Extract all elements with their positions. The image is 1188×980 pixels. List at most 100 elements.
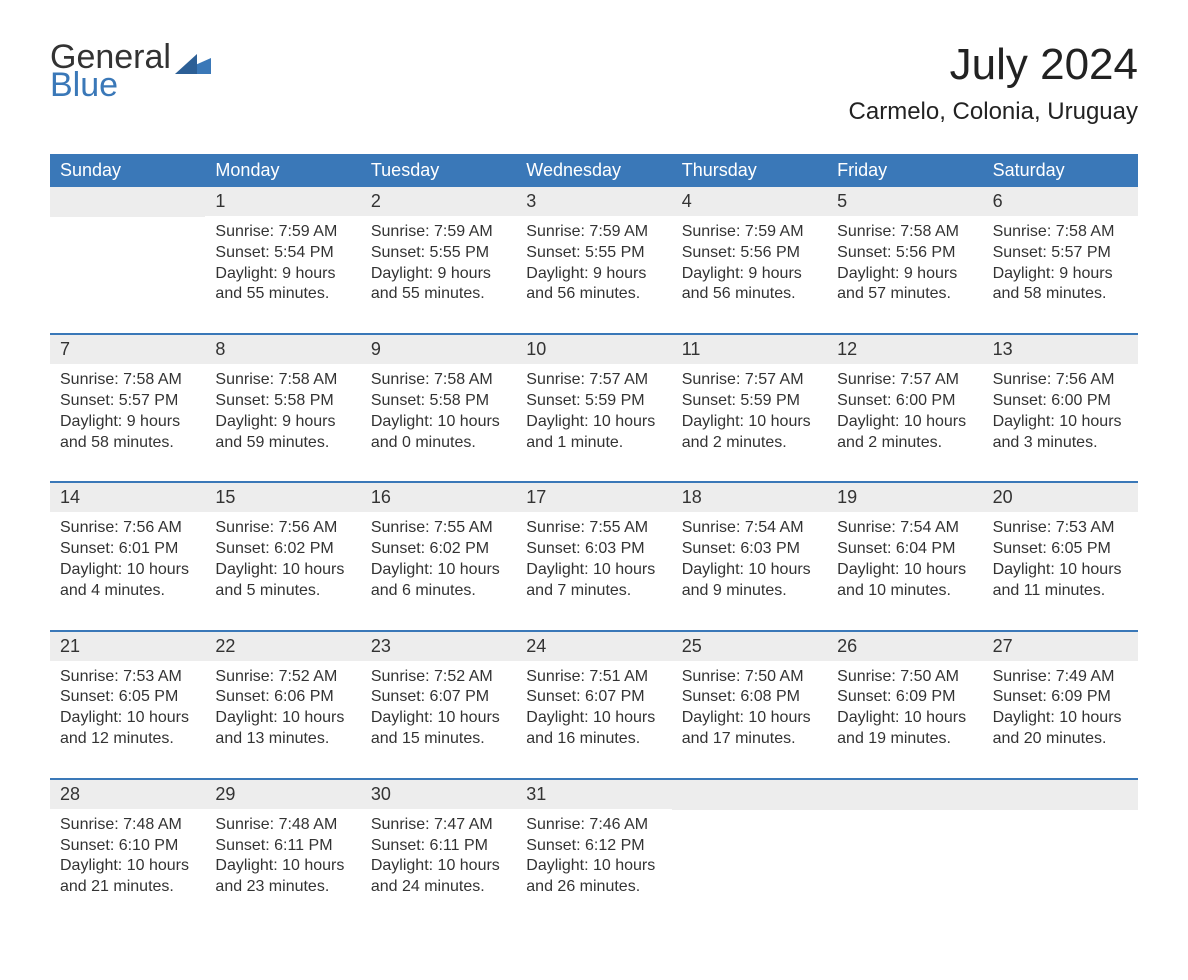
day-cell: 29Sunrise: 7:48 AMSunset: 6:11 PMDayligh… [205,780,360,898]
sunrise-text: Sunrise: 7:58 AM [215,370,350,391]
sunset-text: Sunset: 6:02 PM [371,539,506,560]
day-number: 4 [672,187,827,216]
daylight-text-2: and 55 minutes. [215,284,350,305]
sunset-text: Sunset: 6:07 PM [526,687,661,708]
day-number: 31 [516,780,671,809]
day-body: Sunrise: 7:50 AMSunset: 6:08 PMDaylight:… [682,661,817,750]
day-body: Sunrise: 7:59 AMSunset: 5:55 PMDaylight:… [526,216,661,305]
daylight-text-1: Daylight: 10 hours [371,856,506,877]
sunset-text: Sunset: 5:57 PM [993,243,1128,264]
day-number: 8 [205,335,360,364]
sunrise-text: Sunrise: 7:47 AM [371,815,506,836]
sunrise-text: Sunrise: 7:50 AM [837,667,972,688]
day-number: 27 [983,632,1138,661]
day-cell: 3Sunrise: 7:59 AMSunset: 5:55 PMDaylight… [516,187,671,305]
day-body: Sunrise: 7:50 AMSunset: 6:09 PMDaylight:… [837,661,972,750]
day-cell: 10Sunrise: 7:57 AMSunset: 5:59 PMDayligh… [516,335,671,453]
daylight-text-1: Daylight: 10 hours [993,708,1128,729]
daylight-text-2: and 2 minutes. [682,433,817,454]
page-title: July 2024 [849,40,1138,90]
day-cell: 7Sunrise: 7:58 AMSunset: 5:57 PMDaylight… [50,335,205,453]
sunset-text: Sunset: 5:57 PM [60,391,195,412]
daylight-text-1: Daylight: 9 hours [837,264,972,285]
daylight-text-2: and 59 minutes. [215,433,350,454]
day-cell: 8Sunrise: 7:58 AMSunset: 5:58 PMDaylight… [205,335,360,453]
sunrise-text: Sunrise: 7:46 AM [526,815,661,836]
week-row: 1Sunrise: 7:59 AMSunset: 5:54 PMDaylight… [50,187,1138,327]
sunrise-text: Sunrise: 7:57 AM [837,370,972,391]
day-body: Sunrise: 7:53 AMSunset: 6:05 PMDaylight:… [60,661,195,750]
calendar: SundayMondayTuesdayWednesdayThursdayFrid… [50,154,1138,920]
sunset-text: Sunset: 6:05 PM [993,539,1128,560]
sunrise-text: Sunrise: 7:58 AM [60,370,195,391]
day-body: Sunrise: 7:56 AMSunset: 6:02 PMDaylight:… [215,512,350,601]
daylight-text-1: Daylight: 9 hours [215,412,350,433]
sunset-text: Sunset: 6:10 PM [60,836,195,857]
day-cell: 27Sunrise: 7:49 AMSunset: 6:09 PMDayligh… [983,632,1138,750]
day-number: 14 [50,483,205,512]
day-cell: 13Sunrise: 7:56 AMSunset: 6:00 PMDayligh… [983,335,1138,453]
day-cell: 16Sunrise: 7:55 AMSunset: 6:02 PMDayligh… [361,483,516,601]
sunrise-text: Sunrise: 7:52 AM [215,667,350,688]
day-cell: 22Sunrise: 7:52 AMSunset: 6:06 PMDayligh… [205,632,360,750]
daylight-text-2: and 19 minutes. [837,729,972,750]
weekday-header-wednesday: Wednesday [516,160,671,181]
day-number: 29 [205,780,360,809]
day-cell: 23Sunrise: 7:52 AMSunset: 6:07 PMDayligh… [361,632,516,750]
title-block: July 2024 Carmelo, Colonia, Uruguay [849,40,1138,126]
daylight-text-2: and 7 minutes. [526,581,661,602]
sunrise-text: Sunrise: 7:58 AM [993,222,1128,243]
sunset-text: Sunset: 5:59 PM [526,391,661,412]
sunrise-text: Sunrise: 7:50 AM [682,667,817,688]
daylight-text-1: Daylight: 10 hours [60,856,195,877]
logo: General Blue [50,40,211,102]
sunrise-text: Sunrise: 7:54 AM [837,518,972,539]
day-cell-blank [827,780,982,898]
daylight-text-2: and 12 minutes. [60,729,195,750]
header: General Blue July 2024 Carmelo, Colonia,… [50,40,1138,126]
daylight-text-2: and 56 minutes. [526,284,661,305]
day-number: 15 [205,483,360,512]
daylight-text-1: Daylight: 10 hours [993,560,1128,581]
weeks-container: 1Sunrise: 7:59 AMSunset: 5:54 PMDaylight… [50,187,1138,920]
page-subtitle: Carmelo, Colonia, Uruguay [849,98,1138,126]
day-body: Sunrise: 7:58 AMSunset: 5:57 PMDaylight:… [993,216,1128,305]
sunrise-text: Sunrise: 7:49 AM [993,667,1128,688]
daylight-text-2: and 58 minutes. [993,284,1128,305]
day-cell: 9Sunrise: 7:58 AMSunset: 5:58 PMDaylight… [361,335,516,453]
sunset-text: Sunset: 6:12 PM [526,836,661,857]
sunrise-text: Sunrise: 7:59 AM [682,222,817,243]
day-cell: 4Sunrise: 7:59 AMSunset: 5:56 PMDaylight… [672,187,827,305]
daylight-text-1: Daylight: 10 hours [526,856,661,877]
sunrise-text: Sunrise: 7:52 AM [371,667,506,688]
daylight-text-2: and 10 minutes. [837,581,972,602]
day-body: Sunrise: 7:48 AMSunset: 6:11 PMDaylight:… [215,809,350,898]
logo-mark-icon [175,50,211,74]
sunrise-text: Sunrise: 7:57 AM [682,370,817,391]
sunset-text: Sunset: 6:00 PM [837,391,972,412]
day-body: Sunrise: 7:55 AMSunset: 6:02 PMDaylight:… [371,512,506,601]
sunrise-text: Sunrise: 7:48 AM [215,815,350,836]
sunrise-text: Sunrise: 7:56 AM [993,370,1128,391]
day-body: Sunrise: 7:58 AMSunset: 5:56 PMDaylight:… [837,216,972,305]
daylight-text-1: Daylight: 10 hours [215,856,350,877]
day-body: Sunrise: 7:57 AMSunset: 5:59 PMDaylight:… [682,364,817,453]
day-body: Sunrise: 7:46 AMSunset: 6:12 PMDaylight:… [526,809,661,898]
day-body: Sunrise: 7:53 AMSunset: 6:05 PMDaylight:… [993,512,1128,601]
sunset-text: Sunset: 5:54 PM [215,243,350,264]
daylight-text-1: Daylight: 10 hours [371,708,506,729]
day-number: 20 [983,483,1138,512]
daylight-text-1: Daylight: 10 hours [837,560,972,581]
daylight-text-2: and 2 minutes. [837,433,972,454]
day-cell-blank [983,780,1138,898]
sunset-text: Sunset: 6:07 PM [371,687,506,708]
day-body: Sunrise: 7:58 AMSunset: 5:58 PMDaylight:… [371,364,506,453]
daylight-text-2: and 56 minutes. [682,284,817,305]
daylight-text-2: and 26 minutes. [526,877,661,898]
day-body: Sunrise: 7:49 AMSunset: 6:09 PMDaylight:… [993,661,1128,750]
sunset-text: Sunset: 5:58 PM [371,391,506,412]
sunrise-text: Sunrise: 7:59 AM [215,222,350,243]
daylight-text-2: and 55 minutes. [371,284,506,305]
daylight-text-2: and 16 minutes. [526,729,661,750]
day-number [672,780,827,810]
